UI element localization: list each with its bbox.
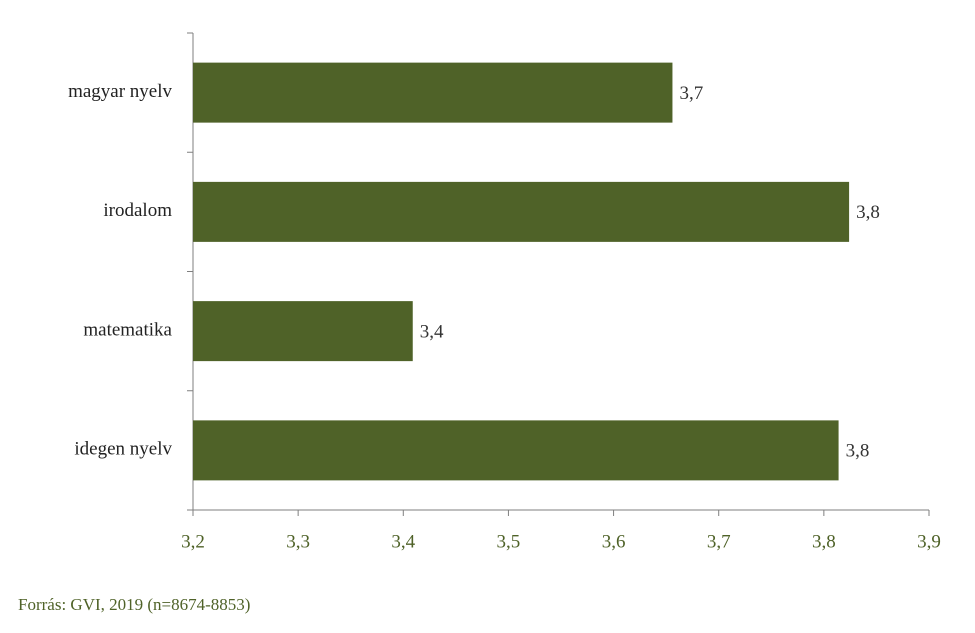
x-tick-label: 3,4 xyxy=(391,531,415,552)
x-tick-label: 3,2 xyxy=(181,531,205,552)
bar xyxy=(193,301,413,362)
y-tick-label: matematika xyxy=(83,319,172,340)
x-tick-label: 3,8 xyxy=(812,531,836,552)
value-label: 3,4 xyxy=(420,321,444,342)
value-label: 3,8 xyxy=(856,202,880,223)
value-label: 3,7 xyxy=(679,83,703,104)
value-label: 3,8 xyxy=(846,441,870,462)
bar xyxy=(193,420,839,481)
bar xyxy=(193,62,673,123)
bar xyxy=(193,181,850,242)
x-tick-label: 3,3 xyxy=(286,531,310,552)
x-tick-label: 3,5 xyxy=(497,531,521,552)
x-tick-label: 3,9 xyxy=(917,531,941,552)
source-note: Forrás: GVI, 2019 (n=8674-8853) xyxy=(18,595,250,614)
y-tick-label: irodalom xyxy=(103,200,172,221)
x-tick-label: 3,6 xyxy=(602,531,626,552)
x-tick-label: 3,7 xyxy=(707,531,731,552)
y-tick-label: magyar nyelv xyxy=(68,81,172,102)
y-tick-label: idegen nyelv xyxy=(74,439,172,460)
